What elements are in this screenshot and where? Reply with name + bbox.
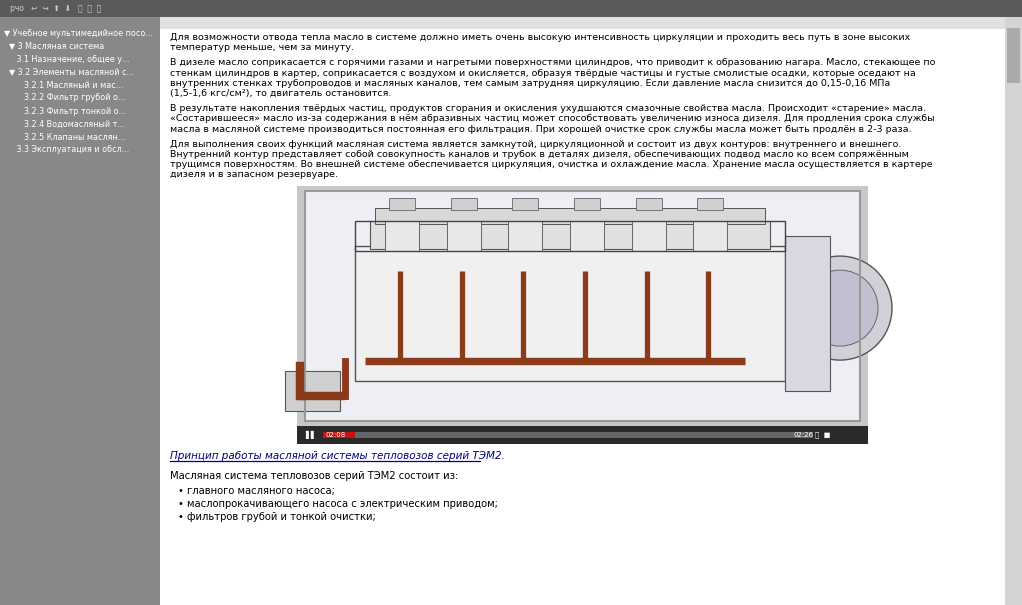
Bar (375, 208, 765, 224)
Text: 3.1 Назначение, общее у...: 3.1 Назначение, общее у... (4, 54, 130, 64)
Text: 3.2.4 Водомасляный т...: 3.2.4 Водомасляный т... (4, 120, 125, 128)
Text: 02:08: 02:08 (326, 431, 346, 437)
Bar (785, 235, 830, 391)
Text: масла в масляной системе производиться постоянная его фильтрация. При хорошей оч: масла в масляной системе производиться п… (170, 125, 912, 134)
Text: Масляная система тепловозов серий ТЭМ2 состоит из:: Масляная система тепловозов серий ТЭМ2 с… (170, 471, 458, 480)
Text: 3.2.1 Масляный и мас...: 3.2.1 Масляный и мас... (4, 80, 124, 90)
Text: Для возможности отвода тепла масло в системе должно иметь очень высокую интенсив: Для возможности отвода тепла масло в сис… (170, 33, 911, 42)
Text: ▐▐: ▐▐ (301, 430, 314, 439)
Text: 3.2.2 Фильтр грубой о...: 3.2.2 Фильтр грубой о... (4, 94, 126, 102)
Bar (451, 198, 476, 209)
Bar (285, 371, 340, 411)
Text: стенкам цилиндров в картер, соприкасается с воздухом и окисляется, образуя твёрд: стенкам цилиндров в картер, соприкасаетс… (170, 68, 916, 77)
Text: • маслопрокачивающего насоса с электрическим приводом;: • маслопрокачивающего насоса с электриче… (178, 499, 498, 509)
Text: внутренних стенках трубопроводов и масляных каналов, тем самым затрудняя циркуля: внутренних стенках трубопроводов и масля… (170, 79, 890, 88)
Bar (355, 246, 785, 381)
Text: «Состарившееся» масло из-за содержания в нём абразивных частиц может способствов: «Состарившееся» масло из-за содержания в… (170, 114, 935, 123)
Bar (574, 198, 600, 209)
Bar (693, 221, 728, 250)
Bar (297, 425, 868, 443)
Text: В результате накопления твёрдых частиц, продуктов сгорания и окисления ухудшаютс: В результате накопления твёрдых частиц, … (170, 104, 926, 113)
Text: Для выполнения своих функций масляная система является замкнутой, циркуляционной: Для выполнения своих функций масляная си… (170, 140, 901, 149)
Text: ▼ Учебное мультимедийное посо...: ▼ Учебное мультимедийное посо... (4, 28, 153, 38)
Text: ⤢  ■: ⤢ ■ (815, 431, 830, 438)
Bar (305, 191, 860, 420)
Bar (636, 198, 661, 209)
Text: В дизеле масло соприкасается с горячими газами и нагретыми поверхностями цилиндр: В дизеле масло соприкасается с горячими … (170, 59, 935, 67)
Text: • фильтров грубой и тонкой очистки;: • фильтров грубой и тонкой очистки; (178, 512, 376, 522)
Text: (1,5-1,6 кгс/см²), то двигатель остановится.: (1,5-1,6 кгс/см²), то двигатель останови… (170, 89, 391, 98)
Text: дизеля и в запасном резервуаре.: дизеля и в запасном резервуаре. (170, 171, 338, 180)
Bar (0, 0, 1022, 17)
Text: • главного масляного насоса;: • главного масляного насоса; (178, 486, 335, 495)
Bar (323, 431, 812, 437)
Text: ▼ 3.2 Элементы масляной с...: ▼ 3.2 Элементы масляной с... (4, 68, 134, 76)
Bar (389, 198, 415, 209)
Bar (160, 17, 1005, 29)
Bar (355, 221, 785, 250)
Bar (632, 221, 665, 250)
Text: ▼ 3 Масляная система: ▼ 3 Масляная система (4, 42, 104, 50)
Text: 3.2.5 Клапаны маслян...: 3.2.5 Клапаны маслян... (4, 132, 126, 142)
Bar (508, 221, 543, 250)
Bar (323, 431, 355, 437)
Bar (570, 221, 604, 250)
Text: 3.3 Эксплуатация и обсл...: 3.3 Эксплуатация и обсл... (4, 145, 129, 154)
Bar (385, 221, 419, 250)
Text: трущимся поверхностям. Во внешней системе обеспечивается циркуляция, очистка и о: трущимся поверхностям. Во внешней систем… (170, 160, 933, 169)
Circle shape (802, 270, 878, 346)
Circle shape (788, 256, 892, 360)
Bar (305, 191, 860, 420)
Bar (512, 198, 539, 209)
Text: Внутренний контур представляет собой совокупность каналов и трубок в деталях диз: Внутренний контур представляет собой сов… (170, 150, 909, 159)
Bar (297, 186, 868, 425)
Text: 3.2.3 Фильтр тонкой о...: 3.2.3 Фильтр тонкой о... (4, 106, 126, 116)
Text: температур меньше, чем за минуту.: температур меньше, чем за минуту. (170, 43, 354, 52)
Text: рчо   ↩  ↪  ⬆  ⬇   🔒  🔍  💾: рчо ↩ ↪ ⬆ ⬇ 🔒 🔍 💾 (10, 4, 101, 13)
Bar (447, 221, 480, 250)
Bar (0, 17, 160, 605)
Bar (697, 198, 724, 209)
Text: 02:26: 02:26 (793, 431, 814, 437)
Text: Принцип работы масляной системы тепловозов серий ТЭМ2.: Принцип работы масляной системы тепловоз… (170, 451, 505, 460)
Bar (160, 17, 1005, 605)
Bar (1005, 17, 1022, 605)
Bar (1007, 28, 1020, 83)
Bar (370, 221, 770, 249)
